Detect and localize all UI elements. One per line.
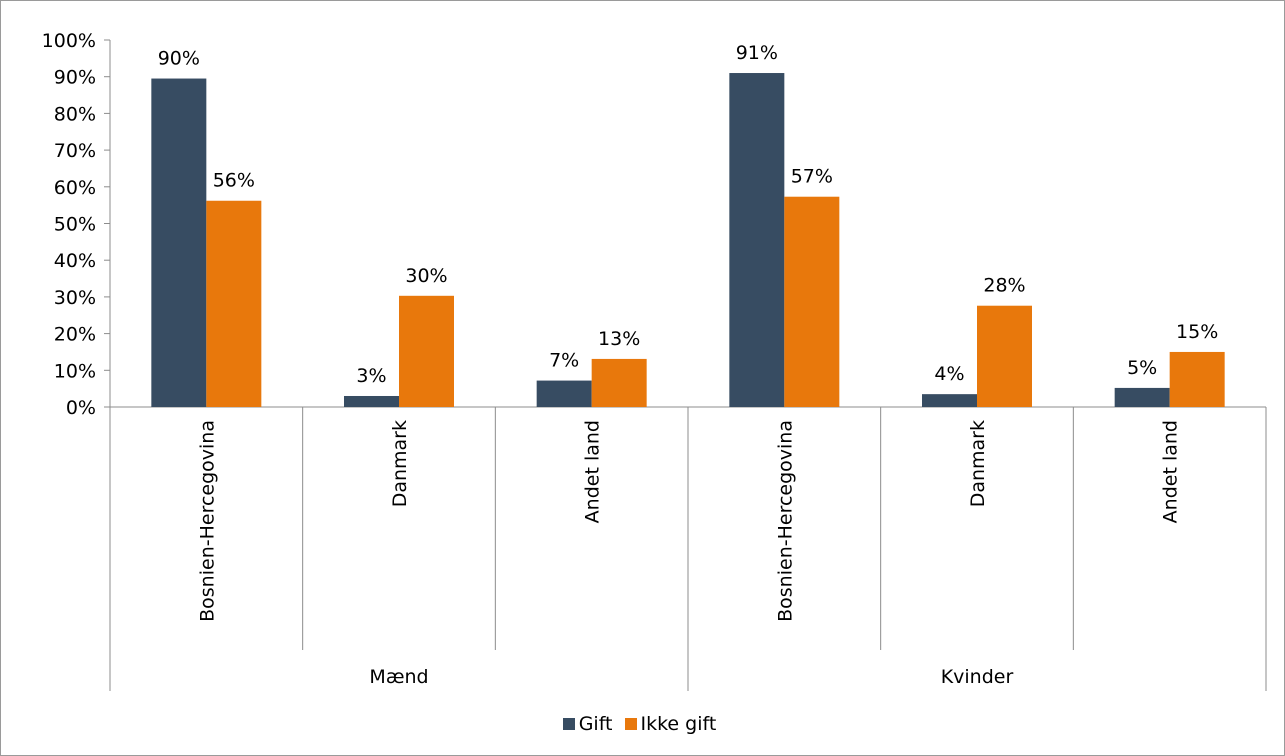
bar-gift	[151, 78, 207, 407]
y-tick-label: 70%	[54, 140, 96, 162]
y-tick-label: 80%	[54, 103, 96, 125]
y-tick-label: 40%	[54, 250, 96, 272]
bar-gift	[536, 380, 592, 407]
legend-swatch-gift	[562, 718, 575, 730]
legend-label-ikke-gift: Ikke gift	[640, 713, 717, 735]
y-tick-label: 60%	[54, 177, 96, 199]
data-label: 7%	[549, 350, 579, 372]
category-label: Danmark	[967, 420, 989, 507]
y-tick-label: 10%	[54, 360, 96, 382]
data-label: 90%	[158, 48, 200, 70]
bar-ikke-gift	[399, 295, 454, 407]
bar-ikke-gift	[1169, 351, 1225, 407]
bar-gift	[1114, 387, 1170, 407]
legend: Gift Ikke gift	[0, 713, 1285, 735]
category-label: Bosnien-Hercegovina	[774, 420, 796, 622]
category-label: Danmark	[389, 420, 411, 507]
data-label: 57%	[791, 166, 833, 188]
bar-ikke-gift	[591, 358, 647, 407]
group-label: Kvinder	[941, 666, 1014, 688]
legend-item-gift: Gift	[562, 713, 613, 735]
data-label: 3%	[356, 365, 386, 387]
y-tick-label: 90%	[54, 67, 96, 89]
bar-ikke-gift	[206, 200, 262, 407]
y-tick-label: 0%	[66, 397, 96, 419]
category-label: Bosnien-Hercegovina	[196, 420, 218, 622]
bar-gift	[922, 394, 977, 407]
data-label: 56%	[213, 170, 255, 192]
legend-swatch-ikke-gift	[624, 718, 637, 730]
data-label: 15%	[1176, 321, 1218, 343]
data-label: 28%	[983, 275, 1025, 297]
data-label: 13%	[598, 328, 640, 350]
bar-gift	[729, 73, 785, 407]
category-label: Andet land	[582, 420, 604, 523]
bar-ikke-gift	[977, 305, 1032, 407]
y-tick-label: 30%	[54, 287, 96, 309]
data-label: 30%	[405, 265, 447, 287]
group-label: Mænd	[369, 666, 428, 688]
data-label: 4%	[934, 363, 964, 385]
y-tick-label: 100%	[42, 30, 96, 52]
legend-item-ikke-gift: Ikke gift	[624, 713, 717, 735]
y-tick-label: 20%	[54, 324, 96, 346]
data-label: 5%	[1127, 357, 1157, 379]
data-label: 91%	[736, 42, 778, 64]
legend-label-gift: Gift	[578, 713, 613, 735]
bar-ikke-gift	[784, 196, 840, 407]
y-tick-label: 50%	[54, 214, 96, 236]
bar-gift	[344, 395, 399, 407]
category-label: Andet land	[1160, 420, 1182, 523]
